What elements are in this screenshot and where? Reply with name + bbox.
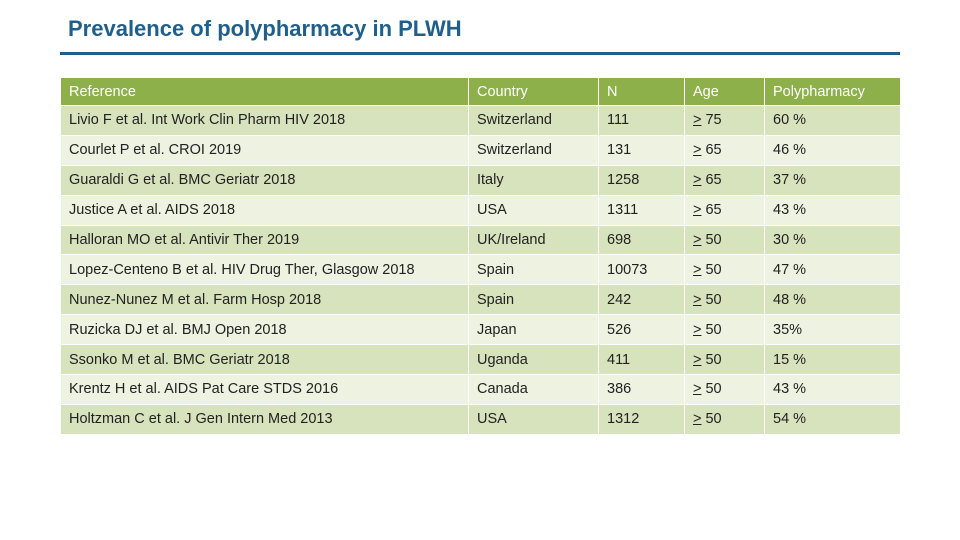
column-header-age: Age (684, 77, 765, 106)
cell-polypharmacy: 60 % (764, 105, 901, 136)
cell-n: 131 (598, 134, 685, 166)
polypharmacy-table: Reference Country N Age Polypharmacy Liv… (60, 77, 901, 435)
cell-country: Spain (468, 254, 599, 286)
cell-reference: Krentz H et al. AIDS Pat Care STDS 2016 (60, 374, 469, 405)
age-value: 50 (701, 261, 722, 278)
age-value: 65 (701, 202, 722, 219)
cell-age: > 50 (684, 254, 765, 286)
cell-polypharmacy: 54 % (764, 403, 901, 435)
cell-age: > 50 (684, 284, 765, 316)
cell-country: Canada (468, 374, 599, 405)
table-row: Krentz H et al. AIDS Pat Care STDS 2016 C… (60, 374, 901, 405)
cell-reference: Holtzman C et al. J Gen Intern Med 2013 (60, 403, 469, 435)
cell-reference: Livio F et al. Int Work Clin Pharm HIV 2… (60, 105, 469, 136)
cell-n: 386 (598, 374, 685, 405)
cell-n: 1258 (598, 164, 685, 196)
cell-polypharmacy: 30 % (764, 224, 901, 256)
cell-country: UK/Ireland (468, 224, 599, 256)
age-value: 75 (701, 112, 722, 129)
cell-polypharmacy: 43 % (764, 194, 901, 226)
age-comparator: > (693, 142, 702, 159)
age-comparator: > (693, 232, 702, 248)
age-value: 50 (701, 232, 722, 248)
table-row: Ssonko M et al. BMC Geriatr 2018 Uganda 41… (60, 344, 901, 376)
cell-polypharmacy: 43 % (764, 374, 901, 405)
table-row: Guaraldi G et al. BMC Geriatr 2018 Italy 1… (60, 164, 901, 196)
cell-country: Japan (468, 314, 599, 346)
cell-n: 10073 (598, 254, 685, 286)
cell-n: 242 (598, 284, 685, 316)
age-comparator: > (693, 351, 702, 368)
cell-reference: Lopez-Centeno B et al. HIV Drug Ther, Gl… (60, 254, 469, 286)
table-row: Courlet P et al. CROI 2019 Switzerland 131… (60, 134, 901, 166)
cell-reference: Guaraldi G et al. BMC Geriatr 2018 (60, 164, 469, 196)
age-comparator: > (693, 411, 702, 428)
page-title: Prevalence of polypharmacy in PLWH (68, 16, 462, 41)
table-body: Livio F et al. Int Work Clin Pharm HIV 2… (60, 105, 901, 435)
cell-polypharmacy: 37 % (764, 164, 901, 196)
column-header-polypharmacy: Polypharmacy (764, 77, 901, 106)
cell-n: 1311 (598, 194, 685, 226)
age-value: 50 (701, 411, 722, 428)
cell-age: > 65 (684, 134, 765, 166)
cell-country: Switzerland (468, 105, 599, 136)
age-comparator: > (693, 291, 702, 308)
table-row: Ruzicka DJ et al. BMJ Open 2018 Japan 526 >… (60, 314, 901, 346)
cell-age: > 50 (684, 224, 765, 256)
cell-age: > 50 (684, 314, 765, 346)
age-value: 65 (701, 142, 722, 159)
cell-n: 111 (598, 105, 685, 136)
table-row: Holtzman C et al. J Gen Intern Med 2013 U… (60, 403, 901, 435)
age-value: 50 (701, 351, 722, 368)
cell-reference: Courlet P et al. CROI 2019 (60, 134, 469, 166)
cell-country: USA (468, 403, 599, 435)
table-row: Halloran MO et al. Antivir Ther 2019 UK/I… (60, 224, 901, 256)
table-row: Justice A et al. AIDS 2018 USA 1311 > 65 43 … (60, 194, 901, 226)
cell-age: > 50 (684, 344, 765, 376)
cell-n: 411 (598, 344, 685, 376)
cell-polypharmacy: 35% (764, 314, 901, 346)
cell-polypharmacy: 15 % (764, 344, 901, 376)
table-header-row: Reference Country N Age Polypharmacy (60, 77, 901, 106)
cell-country: USA (468, 194, 599, 226)
table-row: Nunez-Nunez M et al. Farm Hosp 2018 Spain… (60, 284, 901, 316)
column-header-n: N (598, 77, 685, 106)
cell-age: > 65 (684, 194, 765, 226)
age-comparator: > (693, 261, 702, 278)
age-value: 65 (701, 172, 722, 189)
cell-polypharmacy: 48 % (764, 284, 901, 316)
cell-n: 698 (598, 224, 685, 256)
table-row: Lopez-Centeno B et al. HIV Drug Ther, Gl… (60, 254, 901, 286)
cell-polypharmacy: 47 % (764, 254, 901, 286)
cell-age: > 65 (684, 164, 765, 196)
cell-age: > 75 (684, 105, 765, 136)
cell-age: > 50 (684, 403, 765, 435)
age-comparator: > (693, 112, 702, 129)
title-divider (60, 52, 900, 55)
table-row: Livio F et al. Int Work Clin Pharm HIV 2… (60, 105, 901, 136)
cell-reference: Ssonko M et al. BMC Geriatr 2018 (60, 344, 469, 376)
cell-country: Italy (468, 164, 599, 196)
age-comparator: > (693, 172, 702, 189)
cell-age: > 50 (684, 374, 765, 405)
cell-reference: Ruzicka DJ et al. BMJ Open 2018 (60, 314, 469, 346)
cell-country: Uganda (468, 344, 599, 376)
cell-reference: Justice A et al. AIDS 2018 (60, 194, 469, 226)
age-value: 50 (701, 381, 722, 398)
column-header-reference: Reference (60, 77, 469, 106)
column-header-country: Country (468, 77, 599, 106)
age-value: 50 (701, 291, 722, 308)
cell-polypharmacy: 46 % (764, 134, 901, 166)
cell-reference: Halloran MO et al. Antivir Ther 2019 (60, 224, 469, 256)
cell-n: 526 (598, 314, 685, 346)
cell-reference: Nunez-Nunez M et al. Farm Hosp 2018 (60, 284, 469, 316)
cell-country: Switzerland (468, 134, 599, 166)
age-comparator: > (693, 381, 702, 398)
age-value: 50 (701, 321, 722, 338)
age-comparator: > (693, 321, 702, 338)
cell-n: 1312 (598, 403, 685, 435)
cell-country: Spain (468, 284, 599, 316)
age-comparator: > (693, 202, 702, 219)
